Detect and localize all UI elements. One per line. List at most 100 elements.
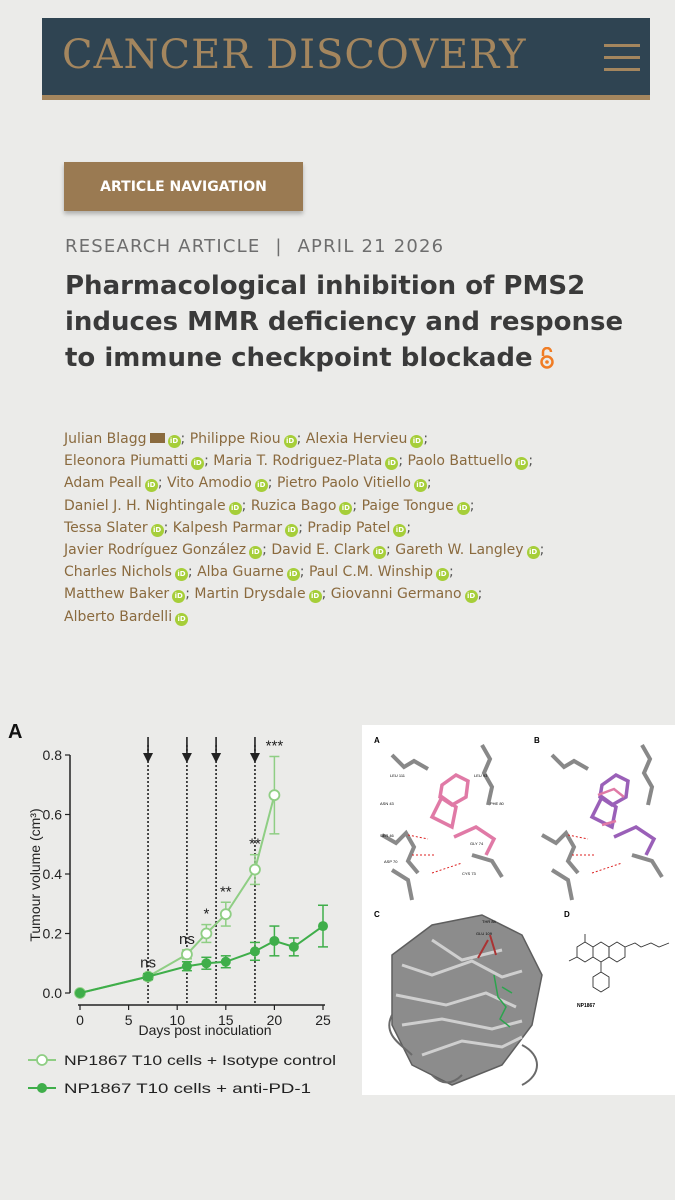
legend-marker xyxy=(37,1083,47,1093)
docking-panel-c: THR 84 GLU 109 xyxy=(388,914,543,1086)
author-name[interactable]: Kalpesh Parmar xyxy=(172,519,283,536)
x-tick-label: 10 xyxy=(169,1012,185,1028)
author-list: Julian Blagg iD; Philippe Riou iD; Alexia … xyxy=(64,428,624,628)
data-point xyxy=(249,863,261,876)
orcid-icon[interactable]: iD xyxy=(286,568,300,582)
author-separator: ; xyxy=(299,564,309,581)
author-row: Javier Rodríguez González iD; David E. Cl… xyxy=(64,539,624,561)
author-name[interactable]: Javier Rodríguez González xyxy=(64,542,247,559)
article-title-block: Pharmacological inhibition of PMS2 induc… xyxy=(65,268,635,376)
author-name[interactable]: Alberto Bardelli xyxy=(64,608,173,625)
y-tick-label: 0.4 xyxy=(43,866,63,882)
orcid-icon[interactable]: iD xyxy=(308,590,322,604)
author-name[interactable]: Martin Drysdale xyxy=(194,586,306,603)
meta-divider: | xyxy=(275,236,283,257)
author-separator: ; xyxy=(426,475,432,492)
data-point xyxy=(220,956,231,967)
author-separator: ; xyxy=(185,586,195,603)
data-point xyxy=(181,948,193,961)
orcid-icon[interactable]: iD xyxy=(285,523,299,537)
orcid-icon[interactable]: iD xyxy=(174,568,188,582)
orcid-icon[interactable]: iD xyxy=(413,479,427,493)
author-name[interactable]: Pietro Paolo Vitiello xyxy=(276,475,411,492)
svg-text:SER 46: SER 46 xyxy=(380,833,395,838)
docking-panel-b-label: B xyxy=(534,736,540,745)
svg-text:THR 84: THR 84 xyxy=(482,919,497,924)
author-name[interactable]: Gareth W. Langley xyxy=(395,542,524,559)
author-separator: ; xyxy=(267,475,277,492)
orcid-icon[interactable]: iD xyxy=(436,568,450,582)
orcid-icon[interactable]: iD xyxy=(393,523,407,537)
author-name[interactable]: Paul C.M. Winship xyxy=(308,564,434,581)
author-separator: ; xyxy=(180,431,190,447)
author-row: Matthew Baker iD; Martin Drysdale iD; Giov… xyxy=(64,583,624,605)
orcid-icon[interactable]: iD xyxy=(464,590,478,604)
author-name[interactable]: Ruzica Bago xyxy=(250,497,337,514)
orcid-icon[interactable]: iD xyxy=(373,546,387,560)
hamburger-menu-icon[interactable] xyxy=(604,44,640,72)
author-name[interactable]: Paige Tongue xyxy=(361,497,454,514)
author-row: Eleonora Piumatti iD; Maria T. Rodriguez-… xyxy=(64,450,624,472)
data-point xyxy=(219,908,232,921)
orcid-icon[interactable]: iD xyxy=(385,457,399,471)
journal-logo[interactable]: CANCER DISCOVERY xyxy=(62,32,527,78)
orcid-icon[interactable]: iD xyxy=(228,501,242,515)
data-point xyxy=(288,941,299,952)
author-name[interactable]: Adam Peall xyxy=(64,475,142,492)
author-name[interactable]: Matthew Baker xyxy=(64,586,170,603)
author-separator: ; xyxy=(187,564,198,581)
orcid-icon[interactable]: iD xyxy=(526,546,540,560)
author-separator: ; xyxy=(449,564,454,581)
author-name[interactable]: Alba Guarne xyxy=(197,564,284,581)
author-name[interactable]: Tessa Slater xyxy=(64,519,148,536)
orcid-icon[interactable]: iD xyxy=(283,435,297,448)
legend-label: NP1867 T10 cells + Isotype control xyxy=(64,1052,336,1068)
data-point xyxy=(269,935,280,946)
author-separator: ; xyxy=(298,519,308,536)
author-row: Adam Peall iD; Vito Amodio iD; Pietro Paol… xyxy=(64,472,624,494)
author-separator: ; xyxy=(352,497,362,514)
author-name[interactable]: Julian Blagg xyxy=(64,431,147,447)
orcid-icon[interactable]: iD xyxy=(175,612,189,626)
orcid-icon[interactable]: iD xyxy=(515,457,529,471)
dosing-arrow-icon xyxy=(181,753,192,763)
orcid-icon[interactable]: iD xyxy=(167,435,181,448)
article-date: APRIL 21 2026 xyxy=(297,236,445,257)
orcid-icon[interactable]: iD xyxy=(456,501,470,515)
svg-text:GLU 109: GLU 109 xyxy=(476,931,493,936)
author-name[interactable]: Paolo Battuello xyxy=(407,453,513,470)
author-name[interactable]: David E. Clark xyxy=(271,542,371,559)
data-point xyxy=(75,988,85,998)
author-separator: ; xyxy=(163,519,173,536)
author-name[interactable]: Maria T. Rodriguez-Plata xyxy=(213,453,383,470)
orcid-icon[interactable]: iD xyxy=(191,457,205,471)
author-name[interactable]: Giovanni Germano xyxy=(330,586,462,603)
orcid-icon[interactable]: iD xyxy=(249,546,263,560)
author-name[interactable]: Eleonora Piumatti xyxy=(64,453,189,470)
docking-panel-d-structure xyxy=(568,934,670,993)
author-name[interactable]: Alexia Hervieu xyxy=(305,431,408,447)
article-navigation-button[interactable]: ARTICLE NAVIGATION xyxy=(64,162,303,211)
site-header: CANCER DISCOVERY xyxy=(42,18,650,100)
orcid-icon[interactable]: iD xyxy=(339,501,353,515)
significance-label: ns xyxy=(179,931,195,948)
email-icon[interactable] xyxy=(149,433,165,443)
dosing-arrow-icon xyxy=(249,753,260,763)
author-name[interactable]: Pradip Patel xyxy=(307,519,391,536)
y-axis-title: Tumour volume (cm³) xyxy=(27,808,43,941)
author-name[interactable]: Vito Amodio xyxy=(166,475,252,492)
author-row: Tessa Slater iD; Kalpesh Parmar iD; Pradip… xyxy=(64,517,624,539)
orcid-icon[interactable]: iD xyxy=(172,590,186,604)
x-tick-label: 25 xyxy=(315,1012,331,1028)
orcid-icon[interactable]: iD xyxy=(144,479,158,493)
author-name[interactable]: Charles Nichols xyxy=(64,564,172,581)
author-separator: ; xyxy=(469,497,475,514)
author-name[interactable]: Philippe Riou xyxy=(189,431,281,447)
orcid-icon[interactable]: iD xyxy=(150,523,164,537)
panel-label: A xyxy=(8,721,22,743)
tumour-volume-chart: A 0.0 0.2 0.4 0.6 0.8 0 5 10 15 20 25 Days post inoc… xyxy=(0,705,345,1105)
orcid-icon[interactable]: iD xyxy=(254,479,268,493)
x-tick-label: 5 xyxy=(125,1012,133,1028)
orcid-icon[interactable]: iD xyxy=(410,435,424,448)
author-name[interactable]: Daniel J. H. Nightingale xyxy=(64,497,226,514)
